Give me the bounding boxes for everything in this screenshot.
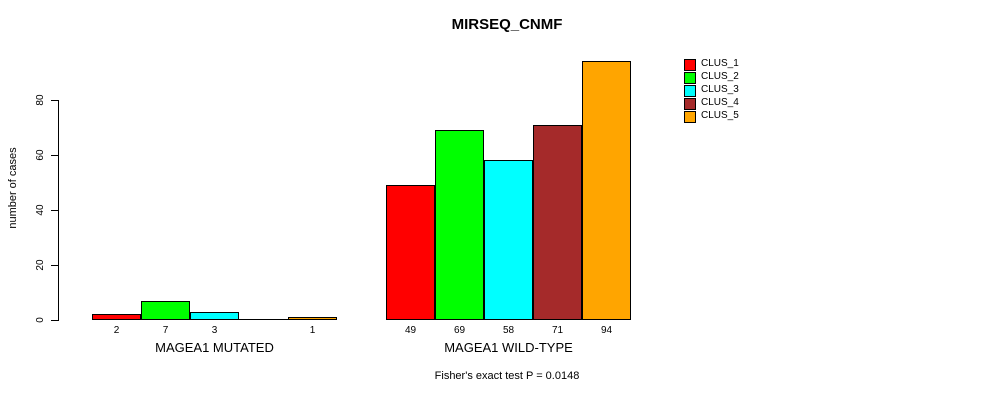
legend: CLUS_1 CLUS_2 CLUS_3 CLUS_4 CLUS_5 — [684, 58, 794, 129]
bar-value-label: 2 — [113, 325, 120, 336]
bar — [533, 125, 582, 320]
y-axis-tick-label: 20 — [34, 259, 46, 271]
bar — [92, 314, 141, 320]
legend-label: CLUS_2 — [701, 71, 739, 82]
group-label: MAGEA1 WILD-TYPE — [444, 340, 573, 355]
y-axis-tick-label: 60 — [34, 149, 46, 161]
bar-value-label: 7 — [162, 325, 169, 336]
legend-item: CLUS_1 — [684, 58, 794, 71]
chart-title: MIRSEQ_CNMF — [451, 16, 563, 33]
bar-value-label: 58 — [502, 325, 515, 336]
legend-swatch — [684, 72, 696, 84]
bar — [435, 130, 484, 320]
footer-annotation: Fisher's exact test P = 0.0148 — [434, 370, 580, 382]
group-label: MAGEA1 MUTATED — [155, 340, 274, 355]
legend-swatch — [684, 98, 696, 110]
bar-value-label: 69 — [453, 325, 466, 336]
legend-swatch — [684, 111, 696, 123]
legend-item: CLUS_5 — [684, 110, 794, 123]
bar — [386, 185, 435, 320]
y-axis-line — [58, 100, 59, 321]
bar — [239, 319, 288, 320]
bar-value-label: 71 — [551, 325, 564, 336]
bar-value-label: 94 — [600, 325, 613, 336]
bar-value-label: 3 — [211, 325, 218, 336]
legend-item: CLUS_2 — [684, 71, 794, 84]
y-axis-tick — [51, 320, 58, 321]
legend-item: CLUS_4 — [684, 97, 794, 110]
legend-label: CLUS_1 — [701, 58, 739, 69]
legend-label: CLUS_5 — [701, 110, 739, 121]
y-axis-tick — [51, 155, 58, 156]
bar — [288, 317, 337, 320]
y-axis-tick-label: 80 — [34, 94, 46, 106]
legend-swatch — [684, 85, 696, 97]
bar — [582, 61, 631, 320]
bar — [190, 312, 239, 320]
legend-swatch — [684, 59, 696, 71]
legend-label: CLUS_4 — [701, 97, 739, 108]
y-axis-tick — [51, 100, 58, 101]
bar — [484, 160, 533, 320]
y-axis-tick — [51, 265, 58, 266]
y-axis-tick — [51, 210, 58, 211]
legend-item: CLUS_3 — [684, 84, 794, 97]
y-axis-tick-label: 40 — [34, 204, 46, 216]
bar-value-label: 1 — [309, 325, 316, 336]
bar — [141, 301, 190, 320]
bar-value-label: 49 — [404, 325, 417, 336]
legend-label: CLUS_3 — [701, 84, 739, 95]
y-axis-tick-label: 0 — [34, 317, 46, 323]
